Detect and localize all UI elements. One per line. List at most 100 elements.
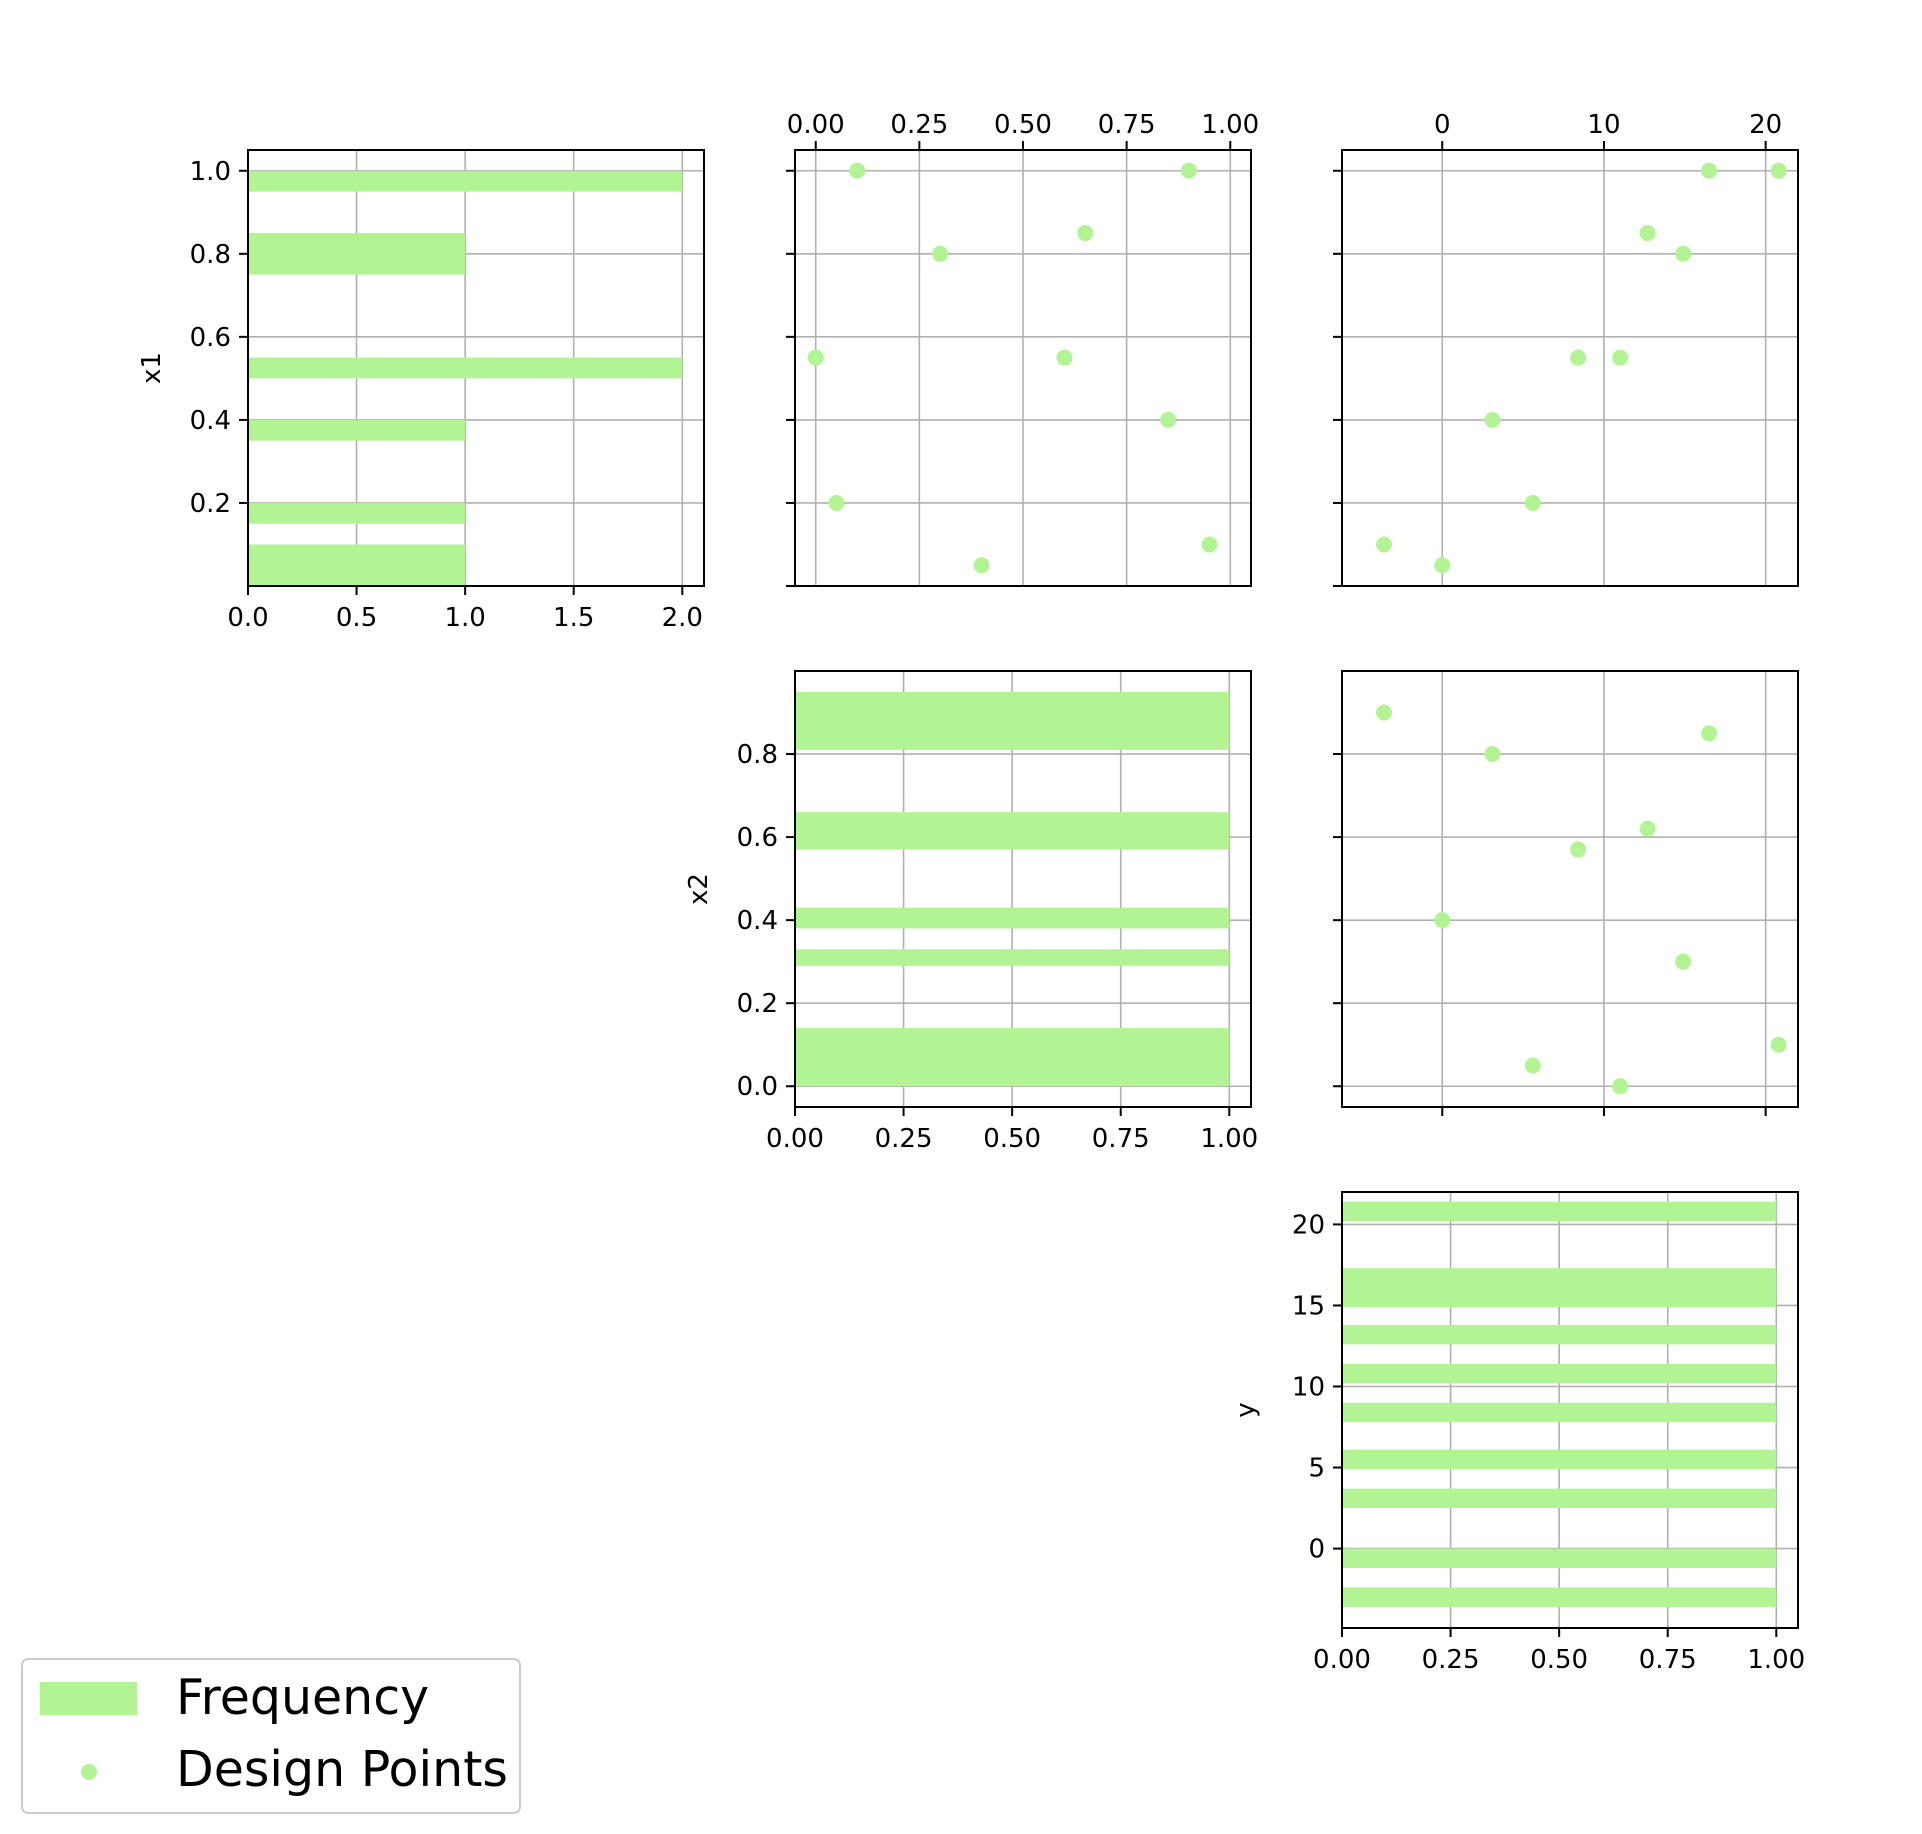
hist-y-ytick-label-1: 5 [1308,1454,1325,1484]
scatter-x2-x1-panel: 0.00 0.25 0.50 0.75 1.00 [786,110,1259,587]
hist-y-bar-3 [1342,1449,1777,1470]
hist-x1-xtick-label-2: 1.0 [444,603,485,633]
hist-x1-bar-5 [248,170,683,192]
hist-x2-bar-1 [795,949,1230,966]
hist-x1-ytick-label-1: 0.4 [190,406,231,436]
hist-y-xtick-label-4: 1.00 [1747,1645,1805,1675]
scatter-x2-x1-point-1 [1180,162,1197,179]
scatter-y-x1-panel: 0 10 20 [1333,110,1799,587]
hist-x2-xtick-label-1: 0.25 [875,1124,933,1154]
scatter-y-x2-point-4 [1570,841,1587,858]
scatter-x2-x1-point-3 [1077,225,1094,242]
hist-x2-xtick-label-4: 1.00 [1200,1124,1258,1154]
hist-x1-ytick-label-3: 0.8 [190,240,231,270]
hist-y-xtick-label-0: 0.00 [1313,1645,1371,1675]
hist-x2-ytick-label-2: 0.4 [737,906,778,936]
hist-y-xtick-label-2: 0.50 [1530,1645,1588,1675]
scatter-y-x1-xtick-label-0: 0 [1434,110,1451,140]
hist-x2-bar-0 [795,1028,1230,1087]
scatter-y-x1-point-4 [1570,349,1587,366]
hist-y-ytick-label-3: 15 [1292,1291,1325,1321]
hist-y-ytick-label-2: 10 [1292,1372,1325,1402]
hist-x1-xtick-label-1: 0.5 [336,603,377,633]
scatter-x2-x1-point-6 [1160,411,1177,428]
hist-y-bar-4 [1342,1402,1777,1423]
hist-x1-ytick-label-4: 1.0 [190,157,231,187]
scatter-x2-x1-point-8 [973,557,990,574]
legend-frame [21,1658,521,1814]
hist-x2-ytick-label-1: 0.2 [737,989,778,1019]
scatter-x2-x1-xtick-label-2: 0.50 [994,110,1052,140]
hist-x1-panel: 0.0 0.5 1.0 1.5 2.0 0.2 0.4 0.6 0.8 1.0 x1 [137,149,705,633]
scatter-y-x2-point-5 [1434,912,1451,929]
hist-x2-xtick-label-0: 0.00 [766,1124,824,1154]
scatter-y-x1-point-9 [1434,557,1451,574]
scatter-x2-x1-point-9 [1201,536,1218,553]
scatter-x2-x1-point-2 [932,245,949,262]
scatter-y-x2-panel [1333,670,1799,1116]
scatter-x2-x1-point-5 [1056,349,1073,366]
scatter-y-x1-point-8 [1376,536,1393,553]
hist-y-xtick-label-1: 0.25 [1422,1645,1480,1675]
hist-x2-ytick-label-4: 0.8 [737,740,778,770]
scatter-x2-x1-xtick-label-3: 0.75 [1098,110,1156,140]
hist-x2-bar-3 [795,812,1230,850]
scatter-y-x1-frame [1341,149,1799,587]
hist-y-frame [1341,1191,1799,1629]
scatter-y-x1-xtick-label-1: 10 [1587,110,1620,140]
scatter-x2-x1-xtick-label-1: 0.25 [890,110,948,140]
hist-y-ytick-label-0: 0 [1308,1535,1325,1565]
hist-x1-xtick-label-3: 1.5 [553,603,594,633]
hist-x1-xtick-label-0: 0.0 [227,603,268,633]
scatter-y-x1-point-5 [1612,349,1629,366]
hist-x1-frame [247,149,705,587]
scatter-y-x2-point-8 [1524,1057,1541,1074]
legend: Frequency Design Points [21,1658,521,1814]
hist-x2-ytick-label-3: 0.6 [737,823,778,853]
hist-x2-panel: 0.00 0.25 0.50 0.75 1.00 0.0 0.2 0.4 0.6 0.8 x2 [684,670,1258,1154]
scatter-y-x1-point-1 [1770,162,1787,179]
hist-x1-bar-2 [248,419,466,441]
scatter-y-x2-point-0 [1376,704,1393,721]
hist-x2-frame [794,670,1252,1108]
scatter-y-x1-point-0 [1701,162,1718,179]
hist-x1-ytick-label-0: 0.2 [190,489,231,519]
hist-x1-ytick-label-2: 0.6 [190,323,231,353]
scatter-x2-x1-point-7 [828,494,845,511]
scatter-y-x2-point-1 [1484,746,1501,763]
legend-frequency-swatch [40,1682,137,1715]
hist-x1-bar-3 [248,357,683,379]
scatter-x2-x1-point-0 [849,162,866,179]
hist-x2-ytick-label-0: 0.0 [737,1072,778,1102]
scatter-y-x1-xtick-label-2: 20 [1749,110,1782,140]
legend-design-points-label: Design Points [176,1741,508,1798]
scatter-y-x1-point-3 [1675,245,1692,262]
hist-y-bar-0 [1342,1587,1777,1607]
hist-x2-bar-2 [795,907,1230,929]
scatter-y-x1-point-7 [1524,494,1541,511]
hist-x2-xtick-label-3: 0.75 [1092,1124,1150,1154]
scatter-y-x2-frame [1341,670,1799,1108]
scatter-y-x2-point-6 [1675,953,1692,970]
hist-x1-bar-1 [248,502,466,524]
scatter-x2-x1-xtick-label-4: 1.00 [1201,110,1259,140]
hist-y-bar-5 [1342,1363,1777,1384]
hist-x2-bar-4 [795,691,1230,750]
hist-y-ytick-label-4: 20 [1292,1210,1325,1240]
hist-y-xtick-label-3: 0.75 [1639,1645,1697,1675]
hist-y-panel: 0.00 0.25 0.50 0.75 1.00 0 5 10 15 20 y [1231,1191,1805,1675]
legend-design-points-marker [81,1764,97,1780]
scatter-x2-x1-xtick-label-0: 0.00 [787,110,845,140]
hist-y-bar-8 [1342,1201,1777,1222]
legend-frequency-label: Frequency [176,1669,429,1726]
hist-y-bar-2 [1342,1488,1777,1509]
hist-y-bar-1 [1342,1548,1777,1569]
scatter-y-x2-point-3 [1639,820,1656,837]
hist-x1-ylabel: x1 [137,352,167,384]
hist-x2-xtick-label-2: 0.50 [983,1124,1041,1154]
hist-y-ylabel: y [1231,1402,1261,1417]
hist-x1-bar-0 [248,544,466,586]
hist-x1-xtick-label-4: 2.0 [662,603,703,633]
